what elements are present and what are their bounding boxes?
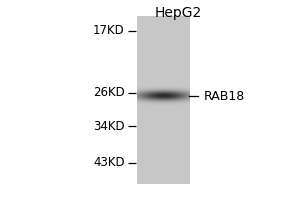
Text: 17KD: 17KD: [93, 24, 124, 38]
Text: 43KD: 43KD: [93, 156, 124, 170]
Text: 26KD: 26KD: [93, 86, 124, 99]
Text: 34KD: 34KD: [93, 119, 124, 132]
Text: RAB18: RAB18: [204, 90, 245, 102]
Text: HepG2: HepG2: [155, 6, 202, 20]
